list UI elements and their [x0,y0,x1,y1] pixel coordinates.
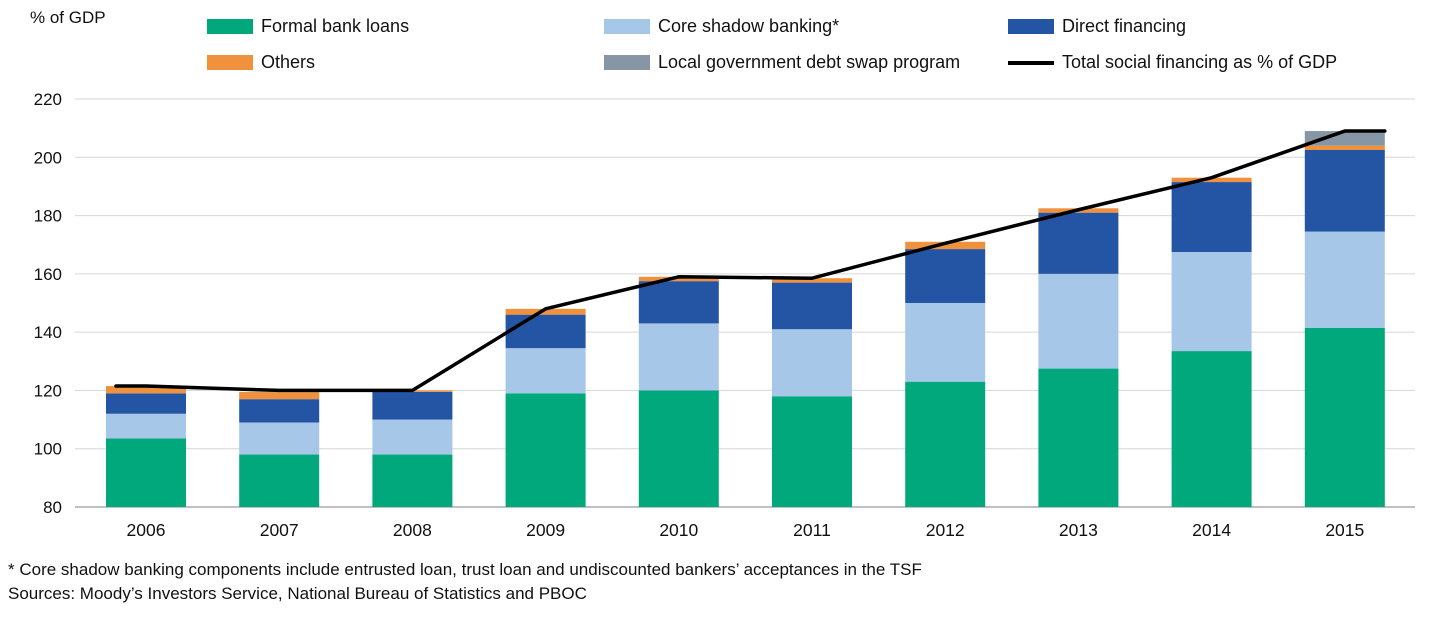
legend-item-others: Others [207,52,315,73]
bar-segment [638,390,719,507]
bar-segment [239,399,320,423]
bar-segment [1038,368,1119,507]
bar-segment [1171,351,1252,507]
bar-segment [372,391,453,420]
legend-swatch-total-line [1008,60,1054,65]
legend-label-local-govt-debt-swap: Local government debt swap program [658,52,961,72]
x-tick-label: 2013 [1059,520,1098,540]
legend-swatch-others [207,55,253,70]
legend-item-core-shadow-banking: Core shadow banking* [604,16,839,37]
bar-segment [505,348,586,394]
bar-segment [239,422,320,455]
bar-segment [1304,231,1385,328]
bar-segment [638,276,719,282]
y-tick-label: 120 [34,381,62,400]
y-tick-label: 100 [34,440,62,459]
bar-segment [1171,177,1252,183]
bar-segment [505,308,586,315]
bar-segment [239,391,320,400]
legend-label-core-shadow-banking: Core shadow banking* [658,16,840,36]
bar-segment [905,249,986,303]
x-tick-label: 2015 [1325,520,1364,540]
legend-swatch-direct-financing [1008,19,1054,34]
bar-segment [772,329,852,397]
stacked-bar-chart: 80 100 120 140 160 180 200 220 2006 2007 2008 2009 2… [0,90,1440,552]
bar-segment [772,396,852,507]
bar-segment [905,303,986,382]
bar-segment [505,393,586,507]
bar-segment [1304,131,1385,146]
legend-label-formal-bank-loans: Formal bank loans [261,16,410,36]
legend-swatch-local-govt-debt-swap [604,55,650,70]
y-tick-label: 160 [34,265,62,284]
bar-segment [1171,252,1252,352]
bar-segment [106,393,186,414]
legend-item-direct-financing: Direct financing [1008,16,1186,37]
bar-segment [1038,212,1119,274]
bar-segment [505,314,586,349]
footnote-core-shadow-banking: * Core shadow banking components include… [8,560,922,579]
bar-segment [772,278,852,283]
bar-segment [1171,182,1252,252]
y-tick-label: 220 [34,90,62,109]
legend-label-total-social-financing: Total social financing as % of GDP [1062,52,1338,72]
bar-segment [638,281,719,324]
footnote-sources: Sources: Moody’s Investors Service, Nati… [8,584,587,603]
bar-segment [372,419,453,455]
bar-segment [1304,150,1385,232]
x-tick-label: 2006 [127,520,166,540]
y-tick-label: 80 [43,498,62,517]
legend-label-direct-financing: Direct financing [1062,16,1187,36]
bar-segment [106,386,186,394]
bar-segment [106,413,186,439]
bar-segment [1038,273,1119,369]
chart-header: % of GDP Formal bank loans Core shadow b… [0,0,1440,90]
legend-swatch-formal-bank-loans [207,19,253,34]
y-tick-label: 140 [34,323,62,342]
x-tick-label: 2008 [393,520,432,540]
legend-item-local-govt-debt-swap: Local government debt swap program [604,52,960,73]
x-tick-label: 2009 [526,520,565,540]
bar-segment [638,323,719,391]
bar-segment [905,241,986,250]
x-tick-label: 2014 [1192,520,1231,540]
legend-label-others: Others [261,52,316,72]
x-tick-label: 2007 [260,520,299,540]
total-social-financing-line [114,129,1387,393]
bar-segment [905,381,986,507]
bar-segment [1304,327,1385,507]
bar-segment [772,282,852,330]
chart-svg: 80 100 120 140 160 180 200 220 2006 2007 2008 2009 2… [34,90,1415,540]
x-tick-label: 2011 [793,520,831,540]
legend-swatch-core-shadow-banking [604,19,650,34]
x-tick-label: 2012 [926,520,965,540]
footnotes: * Core shadow banking components include… [0,552,1440,606]
x-tick-label: 2010 [659,520,698,540]
legend-item-formal-bank-loans: Formal bank loans [207,16,409,37]
bar-segment [106,438,186,507]
bar-segment [239,454,320,507]
bar-segment [1304,145,1385,150]
y-tick-label: 180 [34,207,62,226]
legend-item-total-social-financing: Total social financing as % of GDP [1008,52,1337,73]
y-axis-title: % of GDP [30,8,106,27]
bar-segment [372,454,453,507]
y-tick-label: 200 [34,148,62,167]
